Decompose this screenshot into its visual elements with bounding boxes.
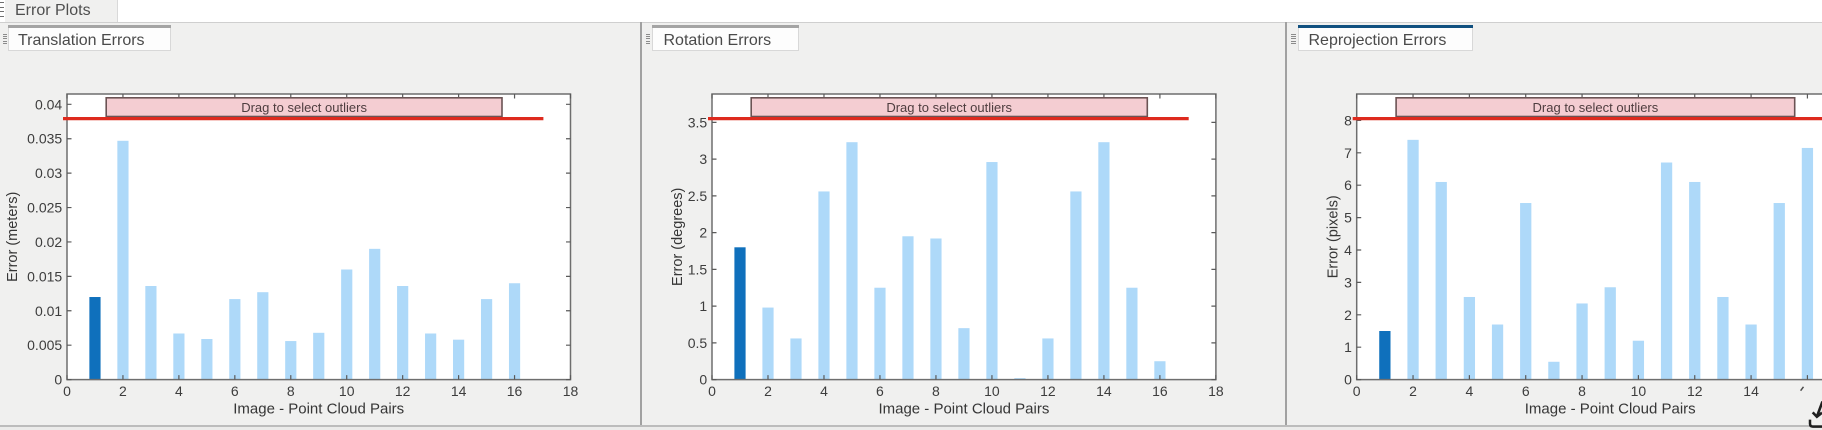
- svg-text:10: 10: [1631, 383, 1647, 399]
- svg-text:Image - Point Cloud Pairs: Image - Point Cloud Pairs: [1525, 401, 1696, 418]
- svg-text:8: 8: [1344, 112, 1352, 128]
- svg-text:12: 12: [1040, 383, 1056, 399]
- svg-text:16: 16: [1152, 383, 1168, 399]
- svg-text:0: 0: [63, 383, 71, 399]
- svg-text:Error (meters): Error (meters): [5, 192, 21, 282]
- svg-text:0.025: 0.025: [27, 200, 62, 216]
- svg-text:14: 14: [1096, 383, 1112, 399]
- svg-text:8: 8: [1578, 383, 1586, 399]
- svg-text:0.02: 0.02: [35, 234, 62, 250]
- svg-text:Image - Point Cloud Pairs: Image - Point Cloud Pairs: [233, 401, 404, 418]
- svg-text:0: 0: [1344, 372, 1352, 388]
- svg-text:Drag to select outliers: Drag to select outliers: [241, 100, 367, 115]
- svg-text:2: 2: [699, 225, 707, 241]
- svg-text:10: 10: [339, 383, 355, 399]
- svg-text:0: 0: [54, 372, 62, 388]
- svg-text:1.5: 1.5: [688, 261, 708, 277]
- svg-text:0.01: 0.01: [35, 303, 62, 319]
- svg-text:18: 18: [1208, 383, 1224, 399]
- svg-text:2: 2: [1409, 383, 1417, 399]
- svg-text:4: 4: [175, 383, 183, 399]
- svg-text:3: 3: [1344, 274, 1352, 290]
- svg-text:0.005: 0.005: [27, 337, 62, 353]
- svg-text:6: 6: [231, 383, 239, 399]
- svg-text:14: 14: [1743, 383, 1759, 399]
- svg-text:16: 16: [507, 383, 523, 399]
- svg-text:3: 3: [699, 151, 707, 167]
- svg-text:0.5: 0.5: [688, 335, 708, 351]
- svg-text:0.03: 0.03: [35, 165, 62, 181]
- svg-text:0.035: 0.035: [27, 131, 62, 147]
- svg-text:1: 1: [699, 298, 707, 314]
- svg-text:0.015: 0.015: [27, 268, 62, 284]
- svg-text:0: 0: [1353, 383, 1361, 399]
- svg-text:0: 0: [708, 383, 716, 399]
- svg-text:14: 14: [451, 383, 467, 399]
- svg-text:Drag to select outliers: Drag to select outliers: [1533, 100, 1659, 115]
- svg-text:Error (pixels): Error (pixels): [1326, 195, 1342, 278]
- svg-text:0: 0: [699, 372, 707, 388]
- svg-text:18: 18: [563, 383, 579, 399]
- svg-text:7: 7: [1344, 145, 1352, 161]
- svg-text:2: 2: [1344, 307, 1352, 323]
- svg-text:4: 4: [1465, 383, 1473, 399]
- svg-text:0.04: 0.04: [35, 96, 62, 112]
- svg-text:2: 2: [119, 383, 127, 399]
- svg-text:6: 6: [1344, 177, 1352, 193]
- svg-text:6: 6: [876, 383, 884, 399]
- svg-text:12: 12: [1687, 383, 1703, 399]
- svg-text:8: 8: [287, 383, 295, 399]
- svg-text:5: 5: [1344, 210, 1352, 226]
- svg-text:3.5: 3.5: [688, 114, 708, 130]
- svg-text:8: 8: [932, 383, 940, 399]
- svg-text:12: 12: [395, 383, 411, 399]
- svg-text:4: 4: [1344, 242, 1352, 258]
- svg-text:2: 2: [764, 383, 772, 399]
- svg-text:2.5: 2.5: [688, 188, 708, 204]
- svg-text:10: 10: [984, 383, 1000, 399]
- svg-text:1: 1: [1344, 339, 1352, 355]
- svg-text:4: 4: [820, 383, 828, 399]
- svg-text:6: 6: [1522, 383, 1530, 399]
- svg-text:Image - Point Cloud Pairs: Image - Point Cloud Pairs: [878, 401, 1049, 418]
- svg-text:Error (degrees): Error (degrees): [670, 188, 686, 286]
- svg-text:Drag to select outliers: Drag to select outliers: [886, 100, 1012, 115]
